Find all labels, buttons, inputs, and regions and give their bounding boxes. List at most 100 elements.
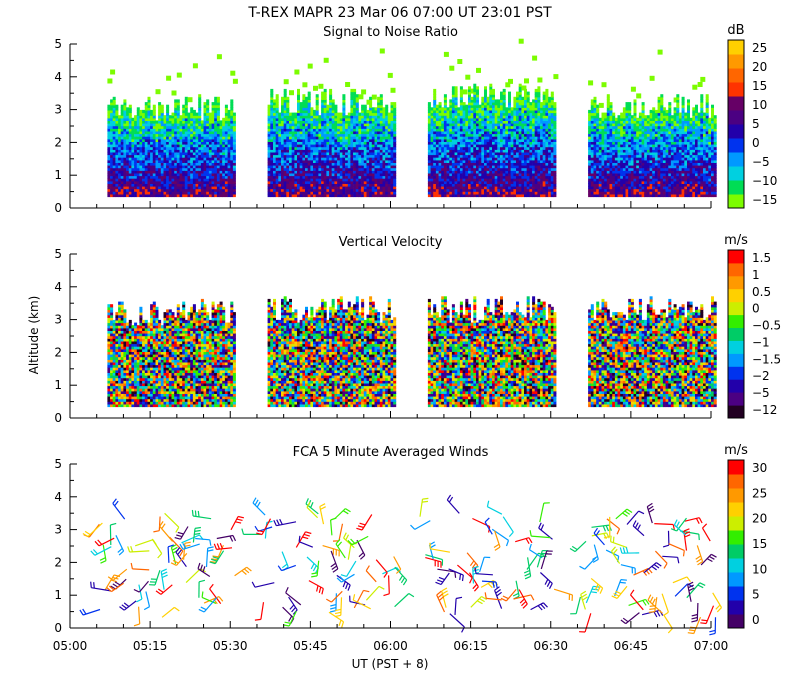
- data-cell: [281, 117, 284, 121]
- data-cell: [508, 130, 511, 135]
- data-cell: [486, 151, 490, 156]
- data-cell: [369, 178, 373, 182]
- data-cell: [174, 128, 178, 132]
- data-cell: [537, 193, 541, 198]
- data-cell: [497, 191, 501, 195]
- data-cell: [289, 133, 292, 137]
- data-cell: [393, 141, 397, 145]
- data-cell: [369, 175, 373, 179]
- data-cell: [190, 115, 194, 119]
- data-cell: [481, 162, 485, 166]
- data-cell: [182, 120, 186, 124]
- data-cell: [286, 112, 290, 116]
- data-cell: [323, 175, 327, 179]
- data-cell: [443, 183, 447, 187]
- data-cell: [390, 104, 394, 108]
- data-cell: [379, 146, 383, 150]
- data-cell: [494, 170, 498, 174]
- data-cell: [382, 191, 386, 195]
- data-cell: [195, 146, 199, 150]
- data-cell: [345, 138, 349, 142]
- data-cell: [139, 162, 143, 166]
- data-cell: [363, 193, 367, 198]
- data-cell: [473, 188, 477, 192]
- data-cell: [110, 144, 114, 148]
- data-cell: [190, 159, 194, 163]
- data-cell: [318, 115, 322, 119]
- data-cell: [337, 120, 341, 124]
- data-cell: [478, 141, 482, 145]
- data-cell: [334, 141, 338, 145]
- data-cell: [286, 149, 290, 153]
- data-cell: [435, 188, 439, 192]
- data-cell: [168, 138, 172, 142]
- data-cell: [441, 133, 445, 137]
- data-cell: [160, 159, 164, 163]
- data-cell: [110, 162, 114, 166]
- data-cell: [478, 180, 482, 184]
- data-cell: [377, 180, 381, 184]
- data-cell: [468, 133, 471, 137]
- data-cell: [192, 183, 196, 187]
- data-cell: [342, 107, 346, 111]
- data-cell: [331, 172, 335, 177]
- data-cell: [478, 130, 482, 135]
- data-cell: [497, 193, 501, 198]
- data-cell: [427, 102, 431, 106]
- data-cell: [230, 112, 234, 116]
- data-cell: [510, 188, 514, 192]
- data-cell: [206, 183, 210, 187]
- data-cell: [443, 115, 447, 119]
- data-cell: [313, 191, 316, 195]
- data-cell: [454, 157, 458, 161]
- data-cell: [318, 136, 322, 140]
- data-cell: [532, 151, 536, 156]
- data-cell: [446, 115, 450, 119]
- data-cell: [184, 104, 188, 108]
- data-cell: [118, 165, 122, 169]
- data-cell: [492, 165, 495, 169]
- data-cell: [126, 149, 130, 153]
- data-cell: [438, 172, 442, 177]
- data-cell: [358, 133, 362, 137]
- data-cell: [435, 123, 439, 127]
- data-cell: [163, 136, 167, 140]
- data-cell: [192, 63, 198, 69]
- data-cell: [502, 193, 506, 198]
- data-cell: [339, 136, 343, 140]
- data-cell: [158, 154, 162, 158]
- data-cell: [433, 133, 437, 137]
- data-cell: [454, 96, 458, 100]
- data-cell: [430, 170, 434, 174]
- data-cell: [516, 115, 519, 119]
- data-cell: [363, 136, 367, 140]
- data-cell: [430, 144, 434, 148]
- data-cell: [518, 146, 522, 150]
- data-cell: [534, 178, 538, 182]
- data-cell: [524, 191, 527, 195]
- data-cell: [526, 109, 530, 114]
- data-cell: [192, 112, 196, 116]
- data-cell: [505, 193, 509, 198]
- data-cell: [136, 138, 140, 142]
- data-cell: [500, 193, 503, 198]
- data-cell: [142, 180, 146, 184]
- data-cell: [222, 180, 226, 184]
- data-cell: [468, 141, 471, 145]
- data-cell: [144, 123, 148, 127]
- data-cell: [334, 157, 338, 161]
- data-cell: [283, 125, 287, 129]
- data-cell: [342, 151, 346, 156]
- data-cell: [299, 133, 303, 137]
- data-cell: [473, 149, 477, 153]
- data-cell: [307, 193, 311, 198]
- data-cell: [190, 107, 194, 111]
- data-cell: [508, 146, 511, 150]
- data-cell: [174, 112, 178, 116]
- data-cell: [219, 136, 223, 140]
- data-cell: [321, 157, 325, 161]
- data-cell: [518, 102, 522, 106]
- data-cell: [297, 175, 300, 179]
- data-cell: [369, 99, 373, 103]
- data-cell: [492, 102, 495, 106]
